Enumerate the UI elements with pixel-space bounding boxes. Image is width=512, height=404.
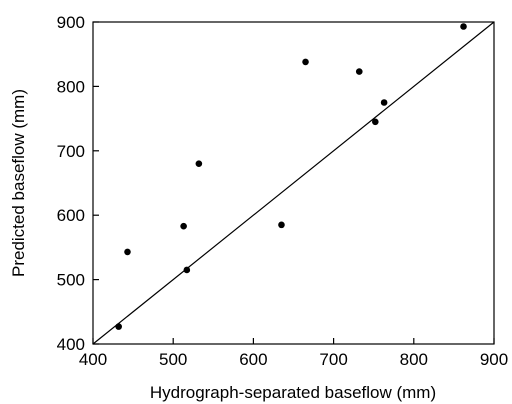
- y-tick-label: 500: [57, 271, 85, 290]
- y-tick-label: 600: [57, 206, 85, 225]
- data-point: [372, 118, 379, 126]
- y-tick-label: 800: [57, 77, 85, 96]
- x-axis-ticks: 400 500 600 700 800 900: [79, 338, 508, 369]
- x-tick-label: 800: [400, 350, 428, 369]
- data-point: [183, 266, 191, 274]
- data-points: [115, 23, 467, 330]
- data-point: [302, 58, 309, 66]
- y-tick-label: 700: [57, 142, 85, 161]
- data-point: [195, 160, 203, 167]
- x-tick-label: 900: [480, 350, 508, 369]
- y-axis-ticks: 400 500 600 700 800 900: [57, 13, 99, 354]
- data-point: [278, 221, 285, 229]
- x-tick-label: 400: [79, 350, 107, 369]
- data-point: [380, 99, 388, 106]
- x-tick-label: 600: [239, 350, 267, 369]
- data-point: [460, 23, 467, 30]
- data-point: [355, 68, 363, 75]
- one-to-one-line: [92, 21, 495, 345]
- y-tick-label: 900: [57, 13, 85, 32]
- x-axis-title: Hydrograph-separated baseflow (mm): [150, 383, 436, 402]
- data-point: [124, 248, 131, 256]
- y-axis-title: Predicted baseflow (mm): [9, 89, 28, 277]
- data-point: [115, 323, 122, 330]
- plot-area-frame: [92, 21, 495, 345]
- data-point: [180, 222, 187, 230]
- x-tick-label: 500: [159, 350, 187, 369]
- x-tick-label: 700: [319, 350, 347, 369]
- y-tick-label: 400: [57, 335, 85, 354]
